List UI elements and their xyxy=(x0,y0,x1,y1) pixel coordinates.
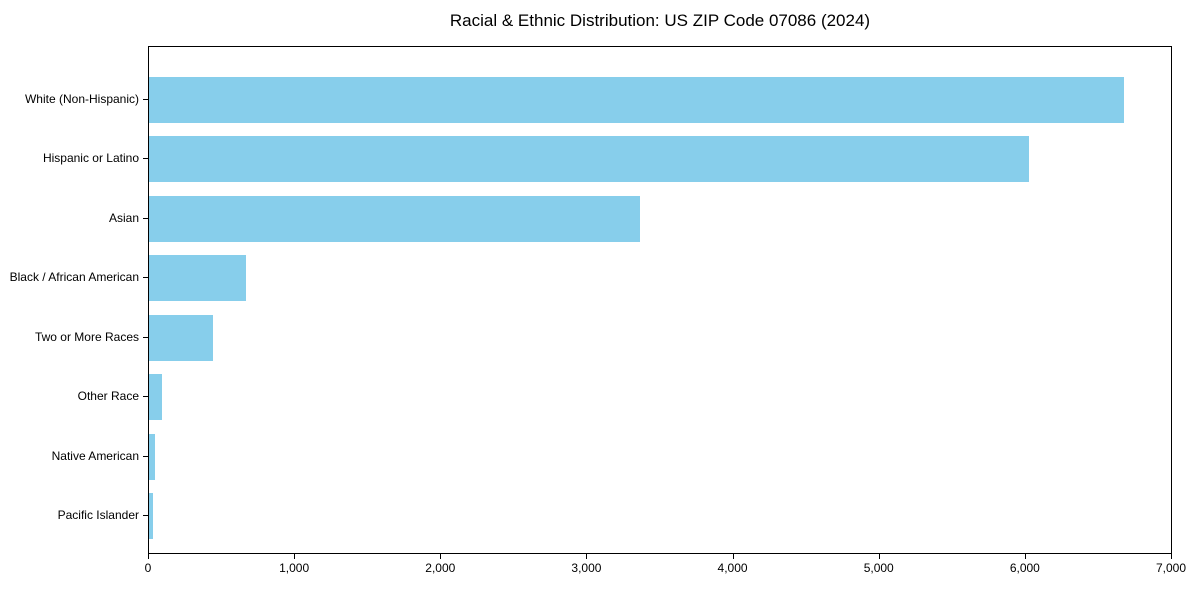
x-tick-mark xyxy=(878,554,880,559)
x-tick-label: 6,000 xyxy=(1009,561,1040,575)
x-tick-mark xyxy=(294,554,296,559)
y-tick-label: Two or More Races xyxy=(34,329,139,344)
x-tick-label: 2,000 xyxy=(425,561,456,575)
y-tick-label: Pacific Islander xyxy=(57,508,139,522)
chart-title: Racial & Ethnic Distribution: US ZIP Cod… xyxy=(449,11,871,30)
y-tick-label: Asian xyxy=(108,210,139,225)
bar-other-race xyxy=(149,374,162,420)
y-tick-mark xyxy=(143,396,148,397)
bar-white-non-hispanic xyxy=(149,76,1124,123)
y-tick-mark xyxy=(143,277,148,278)
x-tick-label: 1,000 xyxy=(279,561,310,575)
bar-pacific-islander xyxy=(149,493,153,539)
bar-asian xyxy=(149,195,640,242)
y-tick-mark xyxy=(143,515,148,516)
x-tick-mark xyxy=(586,554,588,559)
x-tick-mark xyxy=(440,554,442,559)
x-tick-label: 5,000 xyxy=(863,561,894,575)
y-tick-mark xyxy=(143,336,148,338)
x-tick-label: 3,000 xyxy=(571,561,602,575)
y-tick-label: Black / African American xyxy=(9,270,139,284)
y-tick-label: Native American xyxy=(51,448,139,463)
bar-native-american xyxy=(149,433,156,480)
x-tick-mark xyxy=(148,554,149,559)
y-tick-mark xyxy=(143,158,148,159)
y-tick-label: Other Race xyxy=(77,389,139,403)
plot-area xyxy=(148,46,1172,554)
x-tick-label: 4,000 xyxy=(717,561,748,575)
y-tick-label: Hispanic or Latino xyxy=(42,151,139,165)
bar-hispanic-or-latino xyxy=(149,136,1029,182)
x-tick-mark xyxy=(1171,554,1172,559)
y-tick-label: White (Non-Hispanic) xyxy=(24,91,139,106)
bar-two-or-more-races xyxy=(149,314,214,361)
x-tick-label: 7,000 xyxy=(1155,561,1187,575)
x-tick-mark xyxy=(732,554,734,559)
y-tick-mark xyxy=(143,217,148,219)
bar-black-african-american xyxy=(149,255,247,301)
y-tick-mark xyxy=(143,98,148,100)
y-tick-mark xyxy=(143,455,148,457)
x-tick-label: 0 xyxy=(144,561,152,575)
x-tick-mark xyxy=(1024,554,1026,559)
